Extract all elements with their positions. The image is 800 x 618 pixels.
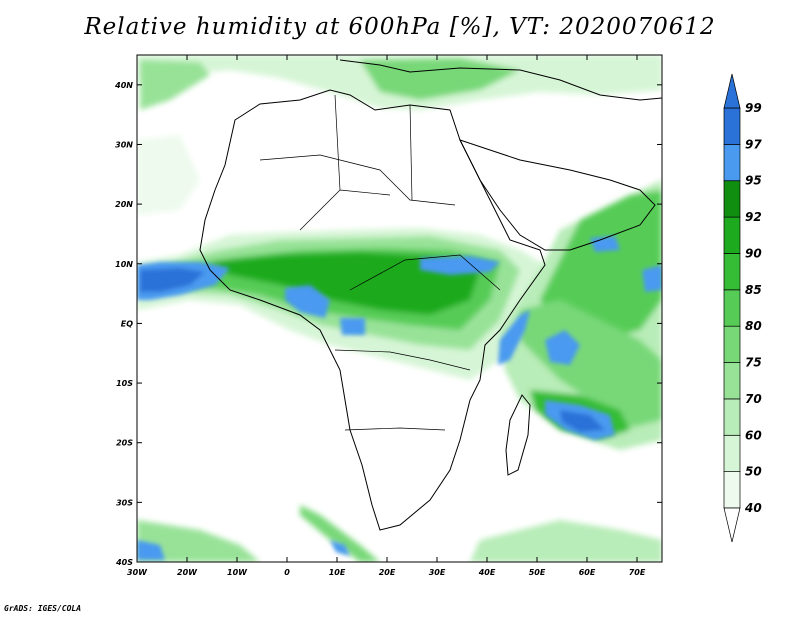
x-tick-label: 70E (629, 568, 646, 577)
grads-credit: GrADS: IGES/COLA (4, 604, 82, 613)
colorbar-label: 75 (745, 356, 762, 370)
africa-outline (199, 89, 546, 531)
colorbar-label: 50 (745, 465, 762, 479)
colorbar: 40 50 60 70 75 80 85 90 92 95 97 99 (723, 73, 762, 543)
y-tick-label: 30N (115, 140, 133, 149)
colorbar-label: 80 (745, 319, 762, 333)
madagascar-outline (505, 394, 531, 476)
colorbar-label: 70 (745, 392, 762, 406)
longitude-axis: 30W 20W 10W 0 10E 20E 30E 40E 50E 60E 70E (127, 55, 646, 577)
colorbar-top-arrow (723, 73, 741, 109)
colorbar-label: 60 (745, 428, 762, 442)
colorbar-label: 95 (745, 174, 762, 188)
colorbar-segment (723, 289, 741, 327)
colorbar-label: 90 (745, 246, 762, 260)
y-tick-label: 10S (116, 379, 133, 388)
map-title: Relative humidity at 600hPa [%], VT: 202… (84, 14, 716, 40)
x-tick-label: 10E (329, 568, 346, 577)
colorbar-label: 99 (745, 101, 762, 115)
colorbar-bottom-arrow (723, 507, 741, 543)
y-tick-label: 40N (114, 81, 133, 90)
colorbar-label: 97 (745, 137, 762, 151)
colorbar-segment (723, 253, 741, 291)
colorbar-segment (723, 398, 741, 436)
colorbar-segment (723, 434, 741, 472)
x-tick-label: 20W (177, 568, 198, 577)
x-tick-label: 40E (478, 568, 496, 577)
colorbar-segment (723, 180, 741, 218)
y-tick-label: 30S (116, 498, 133, 507)
colorbar-label: 85 (745, 283, 762, 297)
colorbar-label: 92 (745, 210, 762, 224)
plot-frame (136, 54, 663, 563)
x-tick-label: 50E (529, 568, 546, 577)
x-tick-label: 30E (429, 568, 446, 577)
latitude-axis: 40S 30S 20S 10S EQ 10N 20N 30N 40N (114, 81, 662, 567)
x-tick-label: 60E (579, 568, 596, 577)
europe-coast (339, 59, 662, 101)
colorbar-label: 40 (744, 501, 762, 515)
y-tick-label: 10N (115, 260, 133, 269)
x-tick-label: 10W (227, 568, 248, 577)
colorbar-segment (723, 471, 741, 509)
x-tick-label: 30W (127, 568, 148, 577)
humidity-field (137, 55, 662, 562)
y-tick-label: 20N (115, 200, 133, 209)
colorbar-segment (723, 144, 741, 182)
y-tick-label: 40S (115, 558, 133, 567)
y-tick-label: 20S (116, 439, 133, 448)
x-tick-label: 20E (379, 568, 396, 577)
colorbar-segment (723, 325, 741, 363)
x-tick-label: 0 (284, 568, 290, 577)
coastlines (199, 59, 662, 531)
arabia-outline (459, 139, 656, 251)
y-tick-label: EQ (121, 319, 133, 328)
colorbar-segment (723, 107, 741, 145)
colorbar-segment (723, 362, 741, 400)
colorbar-segment (723, 216, 741, 254)
